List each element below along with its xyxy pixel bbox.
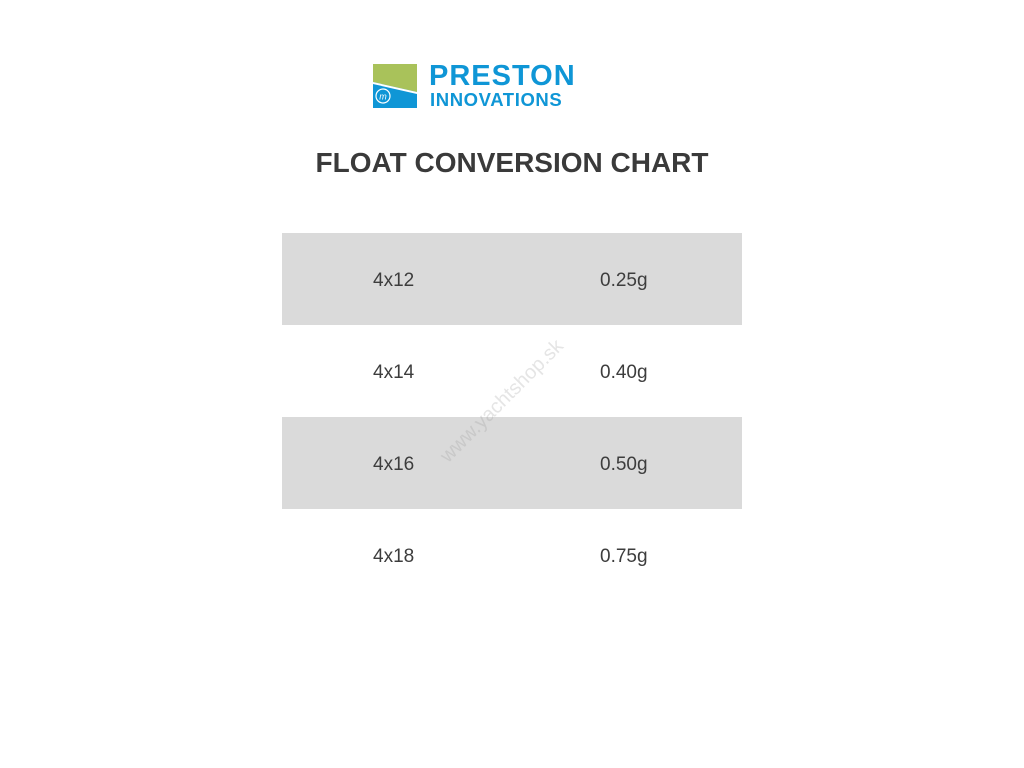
page-title: FLOAT CONVERSION CHART xyxy=(315,147,709,178)
table-row: 4x14 0.40g xyxy=(282,325,742,417)
float-size: 4x16 xyxy=(373,454,415,475)
float-weight: 0.50g xyxy=(600,454,648,475)
svg-text:m: m xyxy=(379,92,387,102)
float-weight: 0.40g xyxy=(600,362,648,383)
float-weight: 0.25g xyxy=(600,270,648,291)
logo-text-innovations: INNOVATIONS xyxy=(430,89,563,110)
float-size: 4x12 xyxy=(373,270,415,291)
preston-innovations-logo: m PRESTON INNOVATIONS xyxy=(373,60,653,110)
conversion-table: 4x12 0.25g 4x14 0.40g 4x16 0.50g 4x18 0.… xyxy=(282,233,742,601)
logo-text-preston: PRESTON xyxy=(429,60,576,92)
float-size: 4x14 xyxy=(373,362,415,383)
table-row: 4x18 0.75g xyxy=(282,509,742,601)
table-row: 4x16 0.50g xyxy=(282,417,742,509)
table-row: 4x12 0.25g xyxy=(282,233,742,325)
float-size: 4x18 xyxy=(373,546,415,567)
float-weight: 0.75g xyxy=(600,546,648,567)
logo-mark-icon: m xyxy=(373,64,417,108)
